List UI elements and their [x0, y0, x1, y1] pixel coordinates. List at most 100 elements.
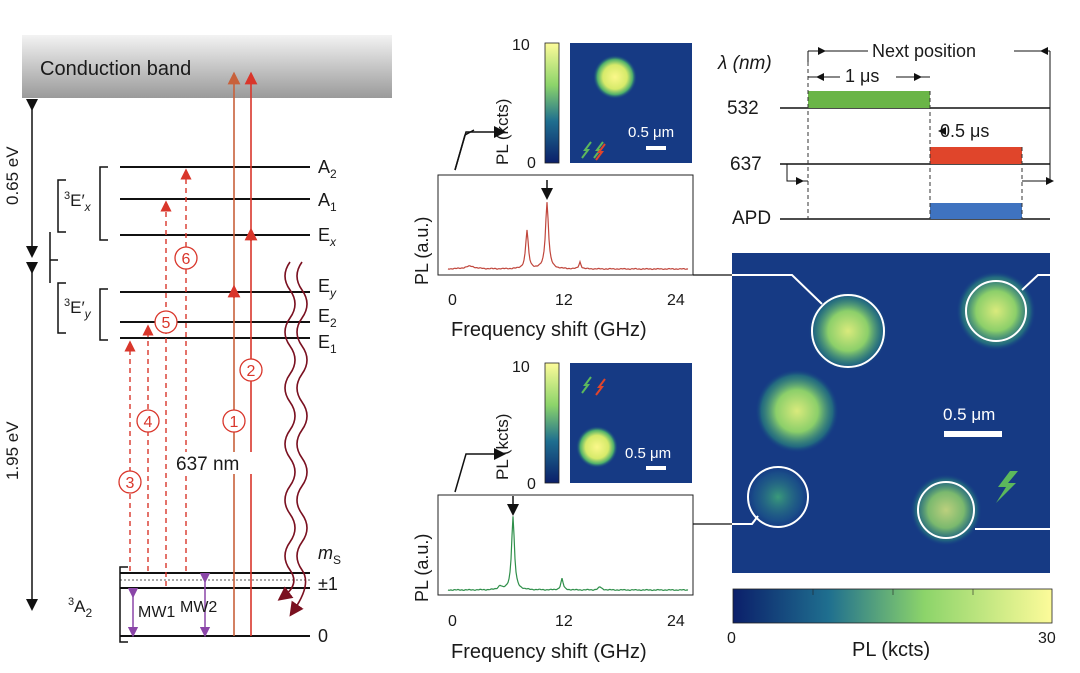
lightning-icon-red — [595, 143, 606, 161]
laser-label: 637 nm — [176, 454, 239, 475]
pointer-arrow-top — [454, 126, 506, 171]
transition-5-label: 5 — [162, 315, 171, 332]
pl-spot-4 — [744, 463, 812, 531]
one-us-label: 1 μs — [845, 66, 879, 86]
lightning-icon-map — [996, 471, 1018, 503]
level-e2-label: E2 — [318, 306, 337, 330]
decay-arrow-1 — [277, 261, 296, 601]
pl-map-colorbar-min: 0 — [727, 630, 736, 647]
colorbar-bottom — [544, 362, 560, 484]
excited-levels — [120, 166, 310, 339]
row-637-label: 637 — [730, 154, 762, 175]
spectrum-bottom-ylabel: PL (a.u.) — [412, 534, 432, 602]
transition-4-label: 4 — [144, 414, 153, 431]
ms-label: mS — [318, 543, 341, 567]
pl-connector-top — [732, 274, 823, 305]
circle-5 — [154, 310, 178, 334]
next-position-label: Next position — [872, 41, 976, 61]
pl-spot-5 — [910, 474, 982, 546]
pulse-532-green — [808, 91, 930, 108]
circle-3 — [118, 470, 142, 494]
pl-circle-2 — [965, 280, 1027, 342]
lightning-icon-bottom-red — [595, 378, 606, 396]
scan-spot-bottom — [576, 426, 618, 468]
lambda-label: λ (nm) — [717, 53, 772, 74]
spectrum-bottom-tick-24: 24 — [667, 613, 685, 630]
odmr-panel-top: 10 0 PL (kcts) 0.5 μm PL (a.u.) 0 12 24 … — [412, 37, 732, 341]
bracket-ground — [119, 566, 128, 643]
lightning-icon — [581, 141, 604, 159]
transition-6-label: 6 — [182, 251, 191, 268]
colorbar-top — [544, 42, 560, 164]
half-us-label: 0.5 μs — [940, 121, 989, 141]
level-ex-label: Ex — [318, 225, 337, 249]
level-a1-label: A1 — [318, 190, 337, 214]
spectrum-top-tick-0: 0 — [448, 292, 457, 309]
ground-state-label: 3A2 — [68, 596, 92, 620]
bracket-ex — [99, 166, 108, 241]
pl-connector-right — [1021, 274, 1050, 291]
level-a2-label: A2 — [318, 157, 337, 181]
pl-spot-1 — [808, 291, 888, 371]
mw1-label: MW1 — [138, 604, 175, 621]
spectrum-bottom-frame — [437, 494, 694, 596]
loop-left — [786, 164, 808, 182]
scan-top-scale-bar — [646, 146, 666, 150]
spectrum-top-xlabel: Frequency shift (GHz) — [451, 319, 647, 341]
spectrum-top-tick-24: 24 — [667, 292, 685, 309]
colorbar-bottom-min: 0 — [527, 476, 536, 493]
circle-2 — [239, 358, 263, 382]
colorbar-top-max: 10 — [512, 37, 530, 54]
pl-spot-2 — [956, 271, 1036, 351]
pl-map-colorbar-max: 30 — [1038, 630, 1056, 647]
circle-4 — [136, 409, 160, 433]
spectrum-bottom-tick-12: 12 — [555, 613, 573, 630]
level-e1-label: E1 — [318, 332, 337, 356]
pl-connector-bottom — [732, 515, 759, 525]
spectrum-top-line — [447, 202, 689, 271]
odmr-panel-bottom: 10 0 PL (kcts) 0.5 μm PL (a.u.) 0 12 24 … — [412, 359, 732, 663]
colorbar-top-min: 0 — [527, 155, 536, 172]
row-apd-label: APD — [732, 208, 771, 229]
pulse-sequence: λ (nm) Next position 1 μs 532 0.5 μs 637… — [717, 38, 1054, 229]
outer-bracket-ey — [57, 282, 66, 334]
spectrum-bottom-tick-0: 0 — [448, 613, 457, 630]
outer-bracket-ex — [57, 179, 66, 233]
pointer-arrow-bottom — [454, 448, 506, 493]
lightning-icon-bottom — [581, 376, 592, 394]
laser-label-bg — [172, 452, 252, 474]
pl-map-scale-bar — [944, 431, 1002, 437]
colorbar-bottom-label: PL (kcts) — [493, 414, 512, 480]
bracket-ey — [99, 288, 108, 341]
pl-map-scale-label: 0.5 μm — [943, 405, 995, 424]
energy-diagram: Conduction band 0.65 eV 1.95 eV A2 A1 Ex… — [3, 35, 392, 646]
colorbar-bottom-max: 10 — [512, 359, 530, 376]
gap-top-label: 0.65 eV — [3, 146, 22, 205]
pl-map-colorbar — [732, 588, 1053, 624]
conduction-band — [22, 35, 392, 98]
spectrum-top-tick-12: 12 — [555, 292, 573, 309]
scan-bottom-scale-bar — [646, 466, 666, 470]
half-us-arrowhead — [938, 127, 946, 135]
pl-circle-4 — [747, 466, 809, 528]
pulse-apd-blue — [930, 203, 1022, 219]
group-ex-label: 3E′x — [64, 190, 92, 214]
transition-2-label: 2 — [247, 363, 256, 380]
pl-circle-5 — [917, 481, 975, 539]
next-position-bg — [868, 38, 1014, 62]
row-532-label: 532 — [727, 98, 759, 119]
spectrum-bottom-xlabel: Frequency shift (GHz) — [451, 641, 647, 663]
pl-circle-1 — [811, 294, 885, 368]
level-ey-label: Ey — [318, 276, 337, 300]
decay-arrow-2 — [289, 261, 308, 617]
pl-map: 0.5 μm 0 30 PL (kcts) — [727, 253, 1056, 661]
scan-top-scale-label: 0.5 μm — [628, 124, 674, 141]
transition-1-label: 1 — [230, 414, 239, 431]
scan-bottom-scale-label: 0.5 μm — [625, 445, 671, 462]
ms-0-label: 0 — [318, 626, 328, 646]
pulse-637-red — [930, 147, 1022, 164]
gap-bottom-label: 1.95 eV — [3, 421, 22, 480]
transition-3-label: 3 — [126, 475, 135, 492]
conduction-band-label: Conduction band — [40, 58, 191, 80]
